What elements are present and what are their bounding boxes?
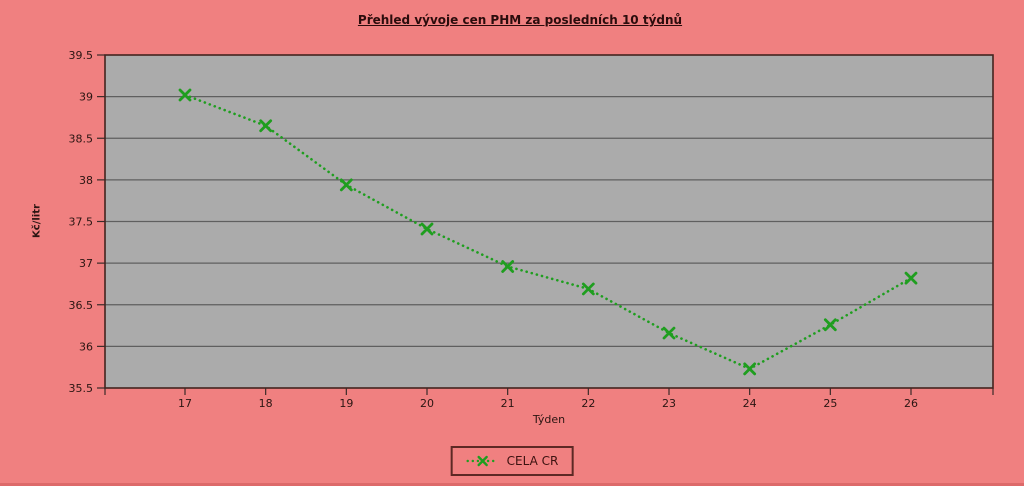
svg-text:25: 25 <box>823 397 837 410</box>
svg-text:38: 38 <box>79 174 93 187</box>
chart-title: Přehled vývoje cen PHM za posledních 10 … <box>357 13 683 27</box>
svg-text:37.5: 37.5 <box>69 216 94 229</box>
svg-text:38.5: 38.5 <box>69 132 94 145</box>
svg-text:18: 18 <box>259 397 273 410</box>
svg-text:19: 19 <box>339 397 353 410</box>
svg-text:36: 36 <box>79 340 93 353</box>
data-markers <box>178 88 918 376</box>
svg-text:37: 37 <box>79 257 93 270</box>
legend-line-sample <box>466 455 499 467</box>
y-axis-label: Kč/litr <box>31 204 43 238</box>
svg-text:24: 24 <box>743 397 757 410</box>
svg-text:17: 17 <box>178 397 192 410</box>
svg-text:21: 21 <box>501 397 515 410</box>
svg-text:23: 23 <box>662 397 676 410</box>
x-axis-label: Týden <box>532 413 566 426</box>
svg-text:22: 22 <box>581 397 595 410</box>
grid-lines <box>105 96 993 347</box>
bottom-edge <box>0 483 1024 486</box>
legend-box: CELA CR <box>450 446 574 476</box>
data-line <box>183 93 913 371</box>
svg-text:26: 26 <box>904 397 918 410</box>
svg-text:36.5: 36.5 <box>69 299 94 312</box>
svg-text:20: 20 <box>420 397 434 410</box>
legend-label: CELA CR <box>506 454 559 468</box>
svg-text:39.5: 39.5 <box>69 49 94 62</box>
x-axis-ticks: 17 18 19 20 21 22 23 24 25 26 <box>104 388 994 410</box>
svg-text:35.5: 35.5 <box>69 382 94 395</box>
svg-text:39: 39 <box>79 91 93 104</box>
y-axis-ticks: 35.5 36 36.5 37 37.5 38 38.5 39 39.5 <box>69 49 105 395</box>
